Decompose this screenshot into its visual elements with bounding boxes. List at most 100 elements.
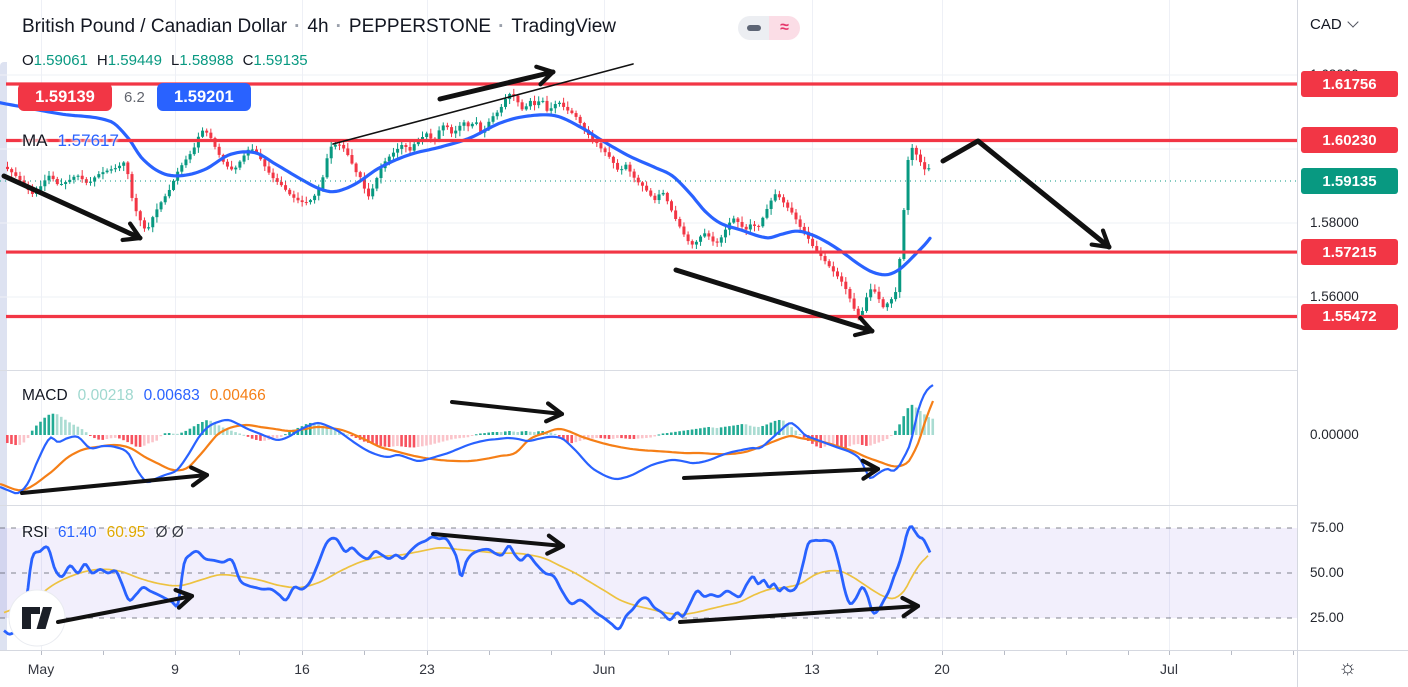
time-label: 9 [171, 661, 179, 677]
rsi-tick-label: 25.00 [1310, 610, 1344, 625]
title-separator: · [335, 16, 342, 37]
time-tick [604, 651, 605, 655]
axis-corner-divider [1297, 650, 1298, 687]
up-arrow-rally[interactable] [437, 64, 556, 102]
macd-hist-value: 0.00218 [77, 387, 134, 404]
rsi-hidden-inputs: Ø Ø [155, 524, 184, 541]
ma-label: MA [22, 131, 48, 150]
rsi-tick-label: 75.00 [1310, 520, 1344, 535]
time-tick [1004, 651, 1005, 655]
toggle-dash-option[interactable] [738, 16, 769, 40]
time-label: May [27, 661, 55, 677]
projection-arrow-down[interactable] [940, 138, 1112, 250]
time-label: 20 [934, 661, 950, 677]
pane-separator-macd[interactable] [0, 370, 1408, 371]
time-tick [1293, 651, 1294, 655]
tradingview-label: TradingView [511, 16, 616, 37]
time-tick [551, 651, 552, 655]
rsi-main-line [3, 525, 932, 636]
macd-arrow-flat-right[interactable] [682, 458, 881, 481]
currency-dropdown[interactable]: CAD [1310, 16, 1359, 33]
price-axis[interactable]: CAD 1.620001.600001.580001.560000.000007… [1297, 0, 1408, 650]
open-label: O [22, 52, 34, 69]
red-price-flag[interactable]: 1.59139 [18, 83, 112, 111]
macd-signal-value: 0.00466 [209, 387, 266, 404]
axis-price-badge: 1.61756 [1301, 71, 1398, 98]
currency-label: CAD [1310, 16, 1342, 33]
dash-icon [746, 25, 761, 31]
chevron-down-icon [1347, 16, 1359, 28]
price-tick-label: 1.56000 [1310, 288, 1359, 304]
rsi-tick-label: 50.00 [1310, 565, 1344, 580]
pip-gap-value: 6.2 [124, 88, 145, 106]
horizontal-level-lines[interactable] [6, 82, 1297, 319]
pane-separator-rsi[interactable] [0, 505, 1408, 506]
time-label: 13 [804, 661, 820, 677]
blue-price-flag[interactable]: 1.59201 [156, 83, 251, 111]
price-level-badges: 1.59139 6.2 1.59201 [18, 83, 251, 111]
time-axis[interactable]: May 9 16 23 Jun 13 20 Jul [0, 650, 1408, 687]
time-tick [668, 651, 669, 655]
rsi-value: 61.40 [57, 524, 97, 541]
ma-value: 1.57617 [57, 131, 119, 150]
axis-price-badge: 1.59135 [1301, 168, 1398, 194]
rsi-ma-line [3, 546, 929, 616]
axis-price-badge: 1.55472 [1301, 303, 1398, 330]
symbol-name[interactable]: British Pound / Canadian Dollar [22, 16, 288, 37]
macd-indicator [0, 384, 935, 495]
chart-style-toggle[interactable]: ≈ [738, 16, 800, 40]
high-value: 1.59449 [107, 52, 162, 69]
time-tick [489, 651, 490, 655]
macd-readout: MACD 0.00218 0.00683 0.00466 [22, 387, 276, 405]
left-edge-strip [0, 62, 7, 687]
down-arrow-june-drop[interactable] [673, 267, 875, 338]
ma-line[interactable] [0, 101, 932, 277]
rsi-arrow-up-left[interactable] [56, 587, 195, 624]
time-label: 23 [419, 661, 435, 677]
time-tick [103, 651, 104, 655]
symbol-title[interactable]: British Pound / Canadian Dollar · 4h · PEPPE… [22, 16, 616, 38]
time-tick [1128, 651, 1129, 655]
tradingview-watermark-logo [8, 589, 66, 647]
macd-arrow-down-top[interactable] [450, 400, 565, 424]
rising-trendline[interactable] [332, 63, 634, 145]
time-label: 16 [294, 661, 310, 677]
time-tick [427, 651, 428, 655]
timeframe-label[interactable]: 4h [307, 16, 329, 37]
rsi-arrow-down-top[interactable] [431, 532, 566, 556]
time-tick [364, 651, 365, 655]
toggle-wave-option[interactable]: ≈ [769, 16, 800, 40]
time-tick [730, 651, 731, 655]
wave-icon: ≈ [780, 19, 789, 36]
drawn-annotations[interactable] [1, 63, 1112, 624]
down-arrow-may-drop[interactable] [1, 173, 143, 243]
time-tick [1169, 651, 1170, 655]
open-value: 1.59061 [33, 52, 88, 69]
high-label: H [96, 52, 108, 69]
rsi-indicator [3, 525, 932, 636]
macd-label: MACD [22, 387, 68, 404]
title-separator: · [498, 16, 505, 37]
ohlc-readout: O1.59061 H1.59449 L1.58988 C1.59135 [22, 52, 317, 69]
time-tick [877, 651, 878, 655]
time-tick [1066, 651, 1067, 655]
axis-price-badge: 1.57215 [1301, 239, 1398, 266]
macd-arrow-up-left[interactable] [20, 465, 210, 495]
rsi-ma-value: 60.95 [106, 524, 146, 541]
time-label: Jul [1160, 661, 1178, 677]
rsi-label: RSI [22, 524, 48, 541]
time-tick [239, 651, 240, 655]
low-value: 1.58988 [179, 52, 234, 69]
rsi-band [0, 527, 1297, 619]
time-tick [302, 651, 303, 655]
rsi-arrow-flat-right[interactable] [678, 595, 921, 624]
candlestick-series [6, 88, 931, 322]
ma-readout: MA 1.57617 [22, 131, 119, 151]
time-label: Jun [592, 661, 616, 677]
theme-sun-icon[interactable]: ☼ [1338, 656, 1358, 679]
close-value: 1.59135 [253, 52, 308, 69]
low-label: L [170, 52, 180, 69]
time-tick [175, 651, 176, 655]
time-tick [812, 651, 813, 655]
